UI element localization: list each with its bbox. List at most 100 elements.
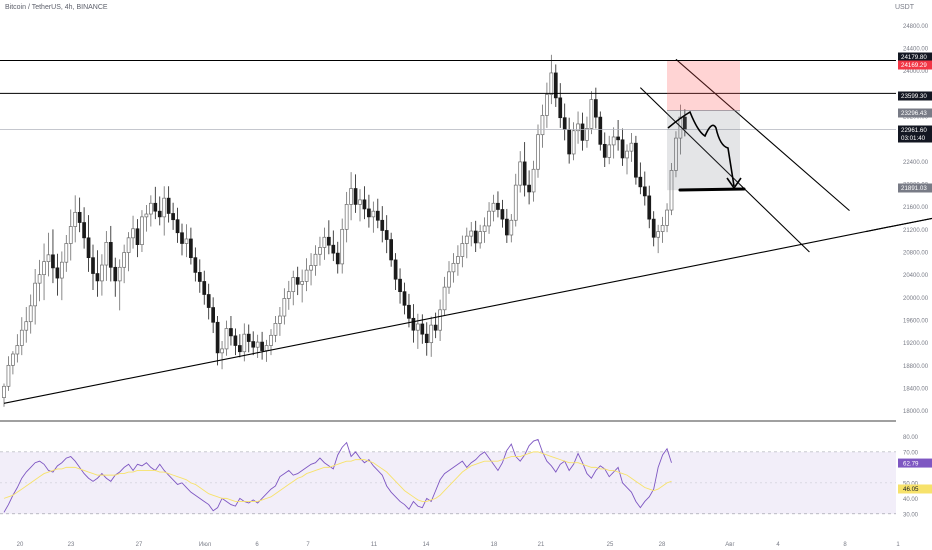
candle-up [309, 265, 313, 271]
price-label-box [898, 91, 932, 101]
candle-up [513, 184, 518, 221]
candle-up [371, 210, 376, 218]
candle-up [464, 235, 469, 244]
candle-down [180, 232, 184, 244]
candle-up [100, 264, 104, 282]
candle-down [384, 230, 389, 240]
price-tick-label: 18000.00 [903, 409, 929, 415]
candle-down [327, 236, 331, 246]
candle-down [233, 335, 238, 346]
candle-up [589, 99, 594, 129]
candle-up [282, 298, 287, 317]
trendline-extension [865, 217, 932, 233]
time-tick-label: 23 [68, 542, 75, 548]
candle-down [380, 219, 385, 231]
candle-down [135, 228, 140, 245]
candle-down [153, 202, 158, 212]
candle-down [424, 333, 429, 344]
candle-up [482, 225, 487, 232]
candle-up [59, 261, 64, 279]
candle-down [616, 136, 620, 141]
candle-down [375, 210, 380, 221]
candle-down [620, 139, 625, 159]
candle-up [491, 202, 496, 212]
candle-up [220, 348, 224, 354]
candle-down [593, 99, 598, 118]
rsi-tick-label: 30.00 [903, 512, 919, 518]
time-tick-label: 7 [306, 542, 310, 548]
price-tick-label: 19200.00 [903, 341, 929, 347]
rsi-tick-label: 50.00 [903, 481, 919, 487]
time-tick-label: 21 [538, 542, 545, 548]
candle-down [553, 72, 558, 99]
candle-up [416, 323, 420, 331]
rsi-tick-label: 40.00 [903, 497, 919, 503]
time-tick-label: 11 [371, 542, 378, 548]
candle-down [473, 230, 478, 244]
candle-up [549, 72, 554, 95]
candle-up [126, 237, 131, 253]
candle-down [51, 254, 55, 269]
candle-down [598, 116, 603, 145]
candle-down [353, 188, 358, 205]
time-tick-label: Июл [199, 542, 212, 548]
candle-up [674, 137, 678, 171]
candle-up [6, 364, 11, 387]
candle-up [478, 231, 482, 244]
candle-down [433, 324, 438, 331]
candle-up [15, 345, 20, 355]
candle-down [602, 143, 607, 158]
candle-up [304, 269, 309, 282]
price-label-text: 21891.03 [901, 185, 927, 192]
price-label-text: 03:01:40 [901, 135, 926, 142]
candle-up [576, 123, 580, 132]
stop-loss-zone [667, 61, 740, 111]
candle-down [420, 323, 425, 335]
time-tick-label: 25 [607, 542, 614, 548]
candle-up [344, 204, 349, 230]
symbol-title: Bitcoin / TetherUS, 4h, BINANCE [5, 4, 108, 11]
candle-up [46, 254, 51, 262]
candle-down [362, 199, 367, 210]
candle-down [202, 281, 207, 295]
candle-up [104, 242, 109, 266]
candle-up [286, 291, 291, 299]
candle-down [402, 291, 407, 306]
candle-down [189, 238, 193, 259]
time-tick-label: 27 [136, 542, 143, 548]
candle-down [246, 333, 251, 342]
candle-down [157, 210, 162, 218]
price-label-text: 24179.80 [901, 54, 927, 61]
candle-up [149, 202, 153, 215]
candle-down [215, 321, 220, 354]
candle-up [224, 328, 229, 350]
candle-down [82, 222, 86, 239]
candle-up [264, 345, 269, 351]
candle-up [73, 211, 78, 227]
candle-up [611, 136, 616, 146]
trendline [639, 87, 810, 253]
price-label-text: 23599.30 [901, 93, 927, 100]
candle-up [68, 226, 73, 244]
candle-down [95, 273, 100, 282]
candle-up [660, 225, 665, 232]
candle-up [509, 219, 514, 236]
candle-down [55, 267, 60, 279]
candle-up [19, 329, 24, 346]
rsi-value-badge [898, 458, 932, 468]
candle-up [140, 216, 144, 245]
candle-up [531, 168, 536, 193]
candle-up [340, 228, 345, 265]
price-tick-label: 21600.00 [903, 205, 929, 211]
candle-down [407, 304, 411, 319]
price-tick-label: 21200.00 [903, 228, 929, 234]
price-tick-label: 18400.00 [903, 387, 929, 393]
price-label-box [898, 125, 932, 135]
projection-path [667, 110, 735, 187]
rsi-ma-badge [898, 484, 932, 494]
candle-up [291, 277, 296, 293]
candle-up [629, 142, 634, 152]
candle-down [393, 259, 398, 280]
